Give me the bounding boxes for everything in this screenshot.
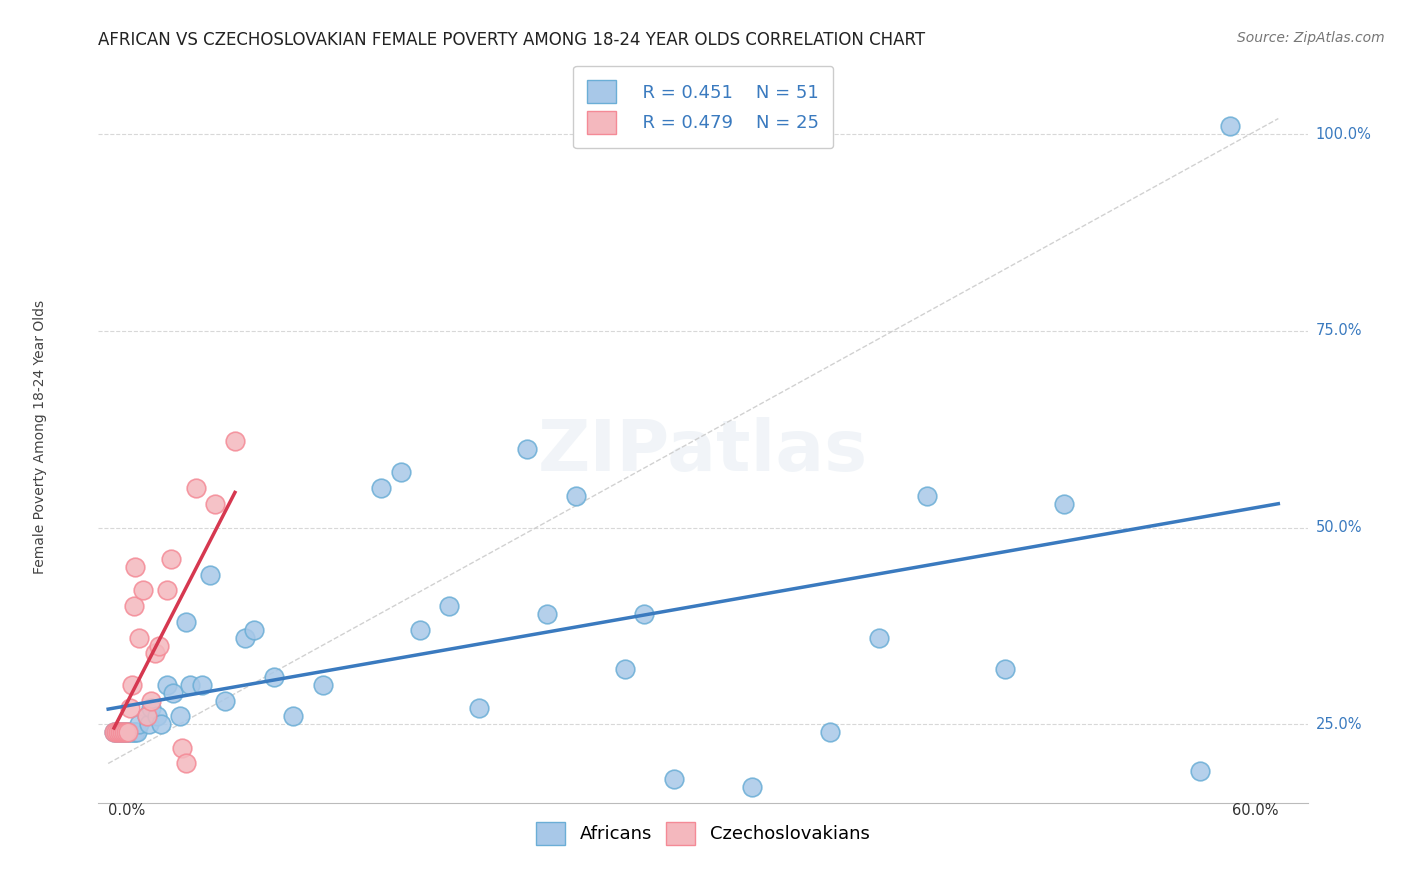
Point bbox=[148, 639, 170, 653]
Point bbox=[174, 615, 197, 629]
Point bbox=[117, 725, 139, 739]
Point bbox=[224, 434, 246, 448]
Point bbox=[114, 725, 136, 739]
Point bbox=[283, 709, 305, 723]
Point bbox=[149, 717, 172, 731]
Point bbox=[104, 725, 127, 739]
Point bbox=[162, 686, 184, 700]
Point bbox=[121, 725, 143, 739]
Text: 25.0%: 25.0% bbox=[1316, 716, 1362, 731]
Text: 75.0%: 75.0% bbox=[1316, 324, 1362, 338]
Text: ZIPatlas: ZIPatlas bbox=[538, 417, 868, 486]
Text: 100.0%: 100.0% bbox=[1316, 127, 1371, 142]
Point bbox=[370, 481, 392, 495]
Point bbox=[818, 725, 841, 739]
Point bbox=[516, 442, 538, 456]
Point bbox=[107, 725, 129, 739]
Point bbox=[139, 693, 162, 707]
Point bbox=[662, 772, 685, 787]
Point bbox=[1053, 497, 1076, 511]
Point bbox=[312, 678, 335, 692]
Point bbox=[1189, 764, 1212, 779]
Point bbox=[389, 466, 412, 480]
Point bbox=[128, 631, 150, 645]
Point bbox=[103, 725, 125, 739]
Point bbox=[112, 725, 135, 739]
Text: 50.0%: 50.0% bbox=[1316, 520, 1362, 535]
Point bbox=[198, 567, 221, 582]
Text: 60.0%: 60.0% bbox=[1232, 803, 1278, 818]
Point bbox=[107, 725, 129, 739]
Point bbox=[108, 725, 131, 739]
Point bbox=[614, 662, 637, 676]
Point bbox=[127, 725, 149, 739]
Legend: Africans, Czechoslovakians: Africans, Czechoslovakians bbox=[529, 814, 877, 852]
Point bbox=[117, 725, 139, 739]
Point bbox=[233, 631, 256, 645]
Point bbox=[179, 678, 201, 692]
Point bbox=[633, 607, 655, 621]
Point bbox=[112, 725, 135, 739]
Text: 0.0%: 0.0% bbox=[108, 803, 145, 818]
Point bbox=[118, 701, 141, 715]
Point bbox=[111, 725, 134, 739]
Point bbox=[114, 725, 136, 739]
Point bbox=[138, 717, 160, 731]
Point bbox=[214, 693, 236, 707]
Point bbox=[184, 481, 207, 495]
Point bbox=[172, 740, 194, 755]
Point bbox=[174, 756, 197, 771]
Text: Source: ZipAtlas.com: Source: ZipAtlas.com bbox=[1237, 31, 1385, 45]
Point bbox=[146, 709, 169, 723]
Point bbox=[139, 701, 162, 715]
Point bbox=[122, 725, 145, 739]
Point bbox=[917, 489, 939, 503]
Point bbox=[409, 623, 432, 637]
Point bbox=[1219, 120, 1241, 134]
Point bbox=[103, 725, 125, 739]
Point bbox=[741, 780, 763, 794]
Point bbox=[111, 725, 134, 739]
Point bbox=[994, 662, 1017, 676]
Point bbox=[204, 497, 226, 511]
Point bbox=[136, 709, 159, 723]
Text: Female Poverty Among 18-24 Year Olds: Female Poverty Among 18-24 Year Olds bbox=[34, 300, 48, 574]
Point bbox=[132, 583, 155, 598]
Point bbox=[439, 599, 461, 614]
Point bbox=[263, 670, 285, 684]
Point bbox=[467, 701, 489, 715]
Point bbox=[143, 646, 166, 660]
Point bbox=[156, 583, 179, 598]
Point bbox=[124, 559, 146, 574]
Point bbox=[121, 678, 143, 692]
Point bbox=[565, 489, 588, 503]
Point bbox=[124, 725, 146, 739]
Point bbox=[243, 623, 266, 637]
Point bbox=[868, 631, 890, 645]
Point bbox=[156, 678, 179, 692]
Text: AFRICAN VS CZECHOSLOVAKIAN FEMALE POVERTY AMONG 18-24 YEAR OLDS CORRELATION CHAR: AFRICAN VS CZECHOSLOVAKIAN FEMALE POVERT… bbox=[98, 31, 925, 49]
Point bbox=[136, 709, 159, 723]
Point bbox=[169, 709, 191, 723]
Point bbox=[159, 552, 181, 566]
Point bbox=[536, 607, 558, 621]
Point bbox=[108, 725, 131, 739]
Point bbox=[191, 678, 214, 692]
Point bbox=[128, 717, 150, 731]
Point bbox=[118, 725, 141, 739]
Point bbox=[104, 725, 127, 739]
Point bbox=[122, 599, 145, 614]
